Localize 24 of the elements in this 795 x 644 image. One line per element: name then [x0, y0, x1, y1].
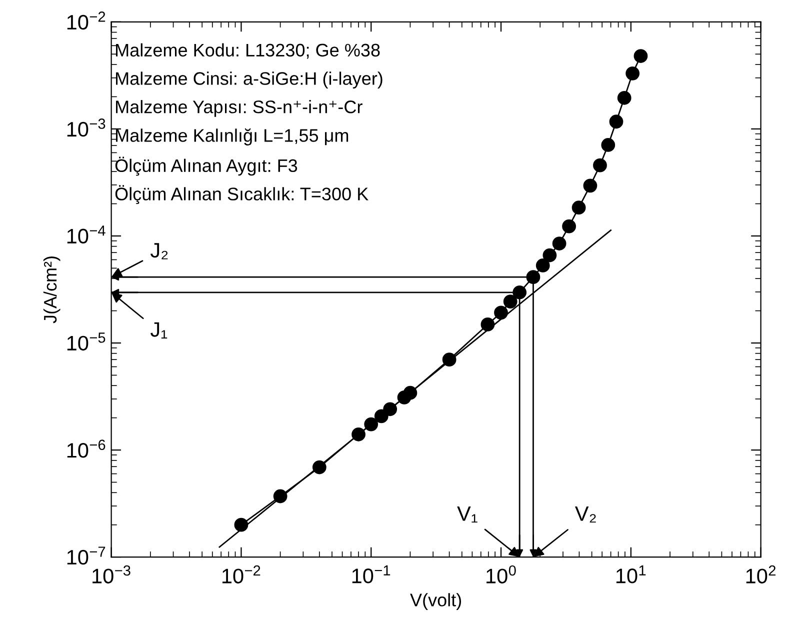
annotation: Malzeme Yapısı: SS-n⁺-i-n⁺-Cr: [116, 100, 362, 117]
y-tick-label: 10$^{−6}$: [67, 440, 106, 458]
x-tick-label: 10$^{−2}$: [222, 565, 260, 584]
x-axis-title: V(volt): [410, 593, 462, 610]
y-tick-label: 10$^{−7}$: [67, 546, 106, 565]
x-tick-label: 10$^{0}$: [486, 565, 516, 584]
ref-line-label: V₁: [457, 506, 478, 523]
y-axis-title: J(A/cm²): [43, 256, 60, 324]
y-tick-label: 10$^{−4}$: [67, 226, 106, 244]
x-tick-label: 10$^{2}$: [746, 565, 776, 584]
ref-line-label: J₁: [150, 322, 168, 338]
annotation: Malzeme Kodu: L13230; Ge %38: [116, 43, 380, 59]
annotation: Ölçüm Alınan Sıcaklık: T=300 K: [115, 185, 368, 204]
annotation: Malzeme Kalınlığı L=1,55 μm: [116, 128, 348, 146]
annotation: Malzeme Cinsi: a-SiGe:H (i-layer): [116, 72, 382, 88]
x-tick-label: 10$^{−1}$: [352, 565, 390, 584]
x-tick-label: 10$^{−3}$: [92, 565, 130, 584]
y-tick-label: 10$^{−2}$: [67, 12, 106, 30]
x-tick-label: 10$^{1}$: [616, 565, 646, 584]
y-tick-label: 10$^{−5}$: [67, 332, 106, 351]
y-tick-label: 10$^{−3}$: [67, 118, 106, 137]
ref-line-label: J₂: [150, 243, 168, 260]
ref-line-label: V₂: [574, 506, 596, 523]
annotation: Ölçüm Alınan Aygıt: F3: [115, 156, 298, 176]
